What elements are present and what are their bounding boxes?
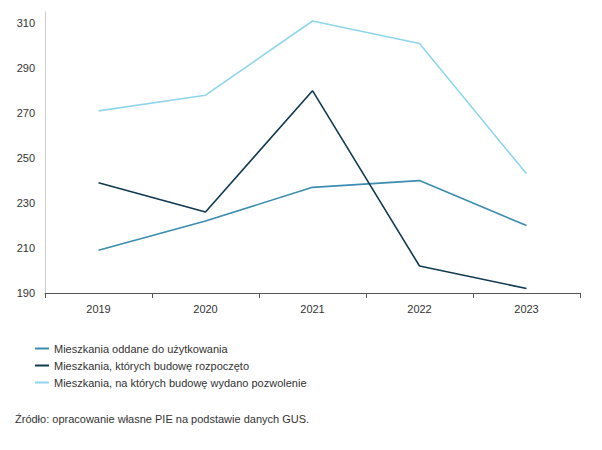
svg-text:210: 210 [17,242,35,254]
svg-text:190: 190 [17,287,35,299]
svg-text:290: 290 [17,62,35,74]
svg-text:Mieszkania oddane do użytkowan: Mieszkania oddane do użytkowania [54,343,229,355]
svg-text:270: 270 [17,107,35,119]
svg-text:310: 310 [17,17,35,29]
svg-text:2023: 2023 [514,303,538,315]
svg-text:Mieszkania, na których budowę: Mieszkania, na których budowę wydano poz… [54,377,307,389]
svg-text:Źródło: opracowanie własne PIE: Źródło: opracowanie własne PIE na podsta… [15,413,309,425]
svg-text:2022: 2022 [407,303,431,315]
svg-text:2021: 2021 [300,303,324,315]
svg-text:2020: 2020 [193,303,217,315]
svg-text:250: 250 [17,152,35,164]
svg-text:2019: 2019 [86,303,110,315]
svg-text:Mieszkania, których budowę roz: Mieszkania, których budowę rozpoczęto [54,360,249,372]
svg-text:230: 230 [17,197,35,209]
